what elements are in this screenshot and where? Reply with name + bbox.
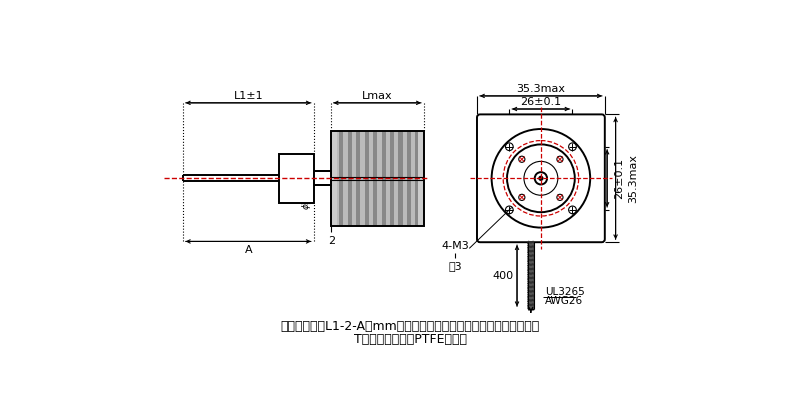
Bar (330, 131, 424, 226)
Text: $\phi$22$^{\ 0}_{-0.052}$: $\phi$22$^{\ 0}_{-0.052}$ (298, 168, 314, 210)
Bar (360, 131, 365, 226)
Bar (330, 131, 337, 226)
Text: A: A (245, 245, 252, 255)
Text: 35.3max: 35.3max (517, 84, 566, 94)
Bar (415, 131, 420, 226)
Bar (390, 131, 394, 226)
Bar (343, 131, 348, 226)
Bar (356, 131, 360, 226)
Bar (330, 131, 335, 226)
Bar (339, 131, 343, 226)
Text: AWG26: AWG26 (545, 297, 583, 307)
Text: L1±1: L1±1 (234, 90, 263, 101)
Bar (352, 131, 356, 226)
FancyBboxPatch shape (477, 115, 605, 242)
Bar (411, 131, 415, 226)
Bar (314, 171, 330, 185)
Text: 35.3max: 35.3max (628, 154, 638, 203)
Bar (279, 154, 314, 203)
Text: 26±0.1: 26±0.1 (520, 97, 562, 107)
Bar (348, 131, 352, 226)
Bar (335, 131, 339, 226)
Text: 26±0.1: 26±0.1 (614, 158, 624, 199)
Text: Lmax: Lmax (362, 90, 393, 101)
Bar (398, 131, 402, 226)
Circle shape (539, 177, 543, 180)
Bar (394, 131, 398, 226)
Bar (386, 131, 390, 226)
Text: 2: 2 (328, 236, 335, 246)
Bar (407, 131, 411, 226)
Bar (378, 131, 382, 226)
Text: 4-M3: 4-M3 (442, 241, 470, 252)
Bar (382, 131, 386, 226)
Text: 實際行程：（L1-2-A）mm，絲杆長度及端部加工可按照客戶要求定制: 實際行程：（L1-2-A）mm，絲杆長度及端部加工可按照客戶要求定制 (280, 320, 540, 333)
Text: 400: 400 (493, 271, 514, 281)
Bar (365, 131, 369, 226)
Text: UL3265: UL3265 (545, 287, 585, 297)
Text: 深3: 深3 (449, 261, 462, 271)
Bar (369, 131, 373, 226)
Bar (373, 131, 378, 226)
Bar (402, 131, 407, 226)
Bar (418, 131, 424, 226)
Bar (420, 131, 424, 226)
Text: T型絲杆表面可做PTFE塗處理: T型絲杆表面可做PTFE塗處理 (354, 333, 466, 346)
